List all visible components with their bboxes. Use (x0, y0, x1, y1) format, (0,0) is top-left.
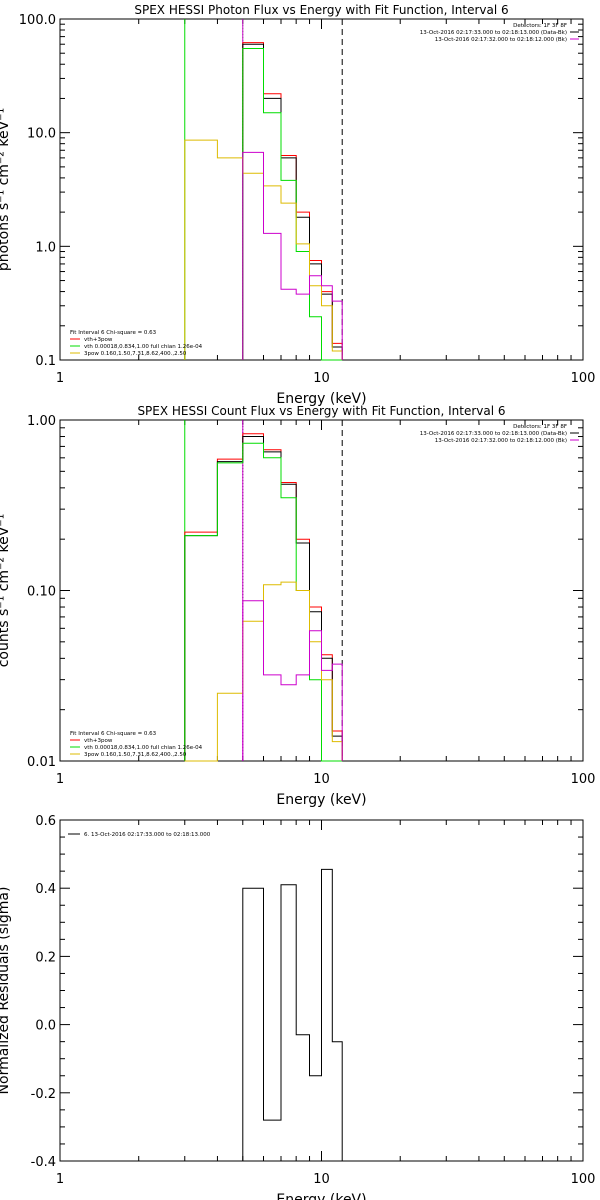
y-tick-label: 1.00 (27, 414, 56, 429)
legend-top-entry: 6. 13-Oct-2016 02:17:33.000 to 02:18:13.… (84, 832, 211, 838)
legend-right-entry: Detectors: 1F 3F 8F (513, 23, 567, 29)
x-tick-label: 100 (571, 371, 596, 386)
series-0-step-line (242, 42, 343, 360)
y-tick-label: -0.2 (31, 1087, 56, 1102)
x-axis-label: Energy (keV) (276, 391, 366, 407)
legend-left-entry: Fit Interval 6 Chi-square = 0.63 (70, 731, 157, 737)
y-tick-label: 0.2 (35, 950, 56, 965)
y-tick-label: 0.0 (35, 1019, 56, 1034)
y-tick-label: 100.0 (19, 13, 56, 28)
legend-right-entry: 13-Oct-2016 02:17:32.000 to 02:18:12.000… (435, 438, 567, 444)
series-4-step-line (242, 600, 343, 761)
x-tick-label: 1 (56, 371, 64, 386)
y-tick-label: -0.4 (31, 1155, 56, 1170)
y-axis-label: counts s⁻¹ cm⁻² keV⁻¹ (0, 514, 12, 668)
x-axis-label: Energy (keV) (276, 1192, 366, 1200)
x-tick-label: 10 (313, 1172, 330, 1187)
chart-title: SPEX HESSI Photon Flux vs Energy with Fi… (134, 3, 508, 17)
x-tick-label: 1 (56, 1172, 64, 1187)
legend-right-entry: 13-Oct-2016 02:17:33.000 to 02:18:13.000… (420, 431, 567, 437)
x-tick-label: 1 (56, 772, 64, 787)
y-tick-label: 0.6 (35, 814, 56, 829)
y-tick-label: 0.01 (27, 755, 56, 770)
series-4-step-line (242, 151, 343, 360)
series-1-step-line (242, 43, 343, 360)
y-axis-label: photons s⁻¹ cm⁻² keV⁻¹ (0, 108, 12, 271)
plot-frame (59, 18, 584, 361)
x-tick-label: 100 (571, 1172, 596, 1187)
legend-left-entry: Fit Interval 6 Chi-square = 0.63 (70, 330, 157, 336)
legend-left-entry: vth 0.00018,0.834,1.00 full chian 1.26e-… (84, 344, 203, 350)
legend-left-entry: vth 0.00018,0.834,1.00 full chian 1.26e-… (84, 745, 203, 751)
y-tick-label: 10.0 (27, 127, 56, 142)
legend-right-entry: 13-Oct-2016 02:17:32.000 to 02:18:12.000… (435, 37, 567, 43)
legend-right-entry: 13-Oct-2016 02:17:33.000 to 02:18:13.000… (420, 30, 567, 36)
x-tick-label: 10 (313, 772, 330, 787)
y-tick-label: 0.1 (35, 354, 56, 369)
legend-right-entry: Detectors: 1F 3F 8F (513, 424, 567, 430)
y-tick-label: 1.0 (35, 240, 56, 255)
y-tick-label: 0.10 (27, 585, 56, 600)
y-axis-label: Normalized Residuals (sigma) (0, 887, 12, 1095)
residuals-panel: Energy (keV) Normalized Residuals (sigma)… (0, 814, 595, 1200)
legend-left-entry: vth+3pow (84, 738, 113, 744)
series-0-step-line (184, 433, 343, 761)
legend-left-entry: 3pow 0.160,1.50,7.31,8.62,400.,2.50 (84, 752, 187, 758)
x-tick-label: 100 (571, 772, 596, 787)
y-tick-label: 0.4 (35, 882, 56, 897)
photon-flux-panel: SPEX HESSI Photon Flux vs Energy with Fi… (0, 3, 595, 407)
series-0-step-line (242, 868, 343, 1161)
series-3-step-line (184, 139, 343, 360)
legend-left-entry: vth+3pow (84, 337, 113, 343)
x-axis-label: Energy (keV) (276, 792, 366, 808)
series-2-step-line (242, 48, 343, 361)
series-1-step-line (184, 436, 343, 761)
chart-title: SPEX HESSI Count Flux vs Energy with Fit… (137, 404, 505, 418)
series-2-step-line (184, 442, 343, 762)
legend-left-entry: 3pow 0.160,1.50,7.31,8.62,400.,2.50 (84, 351, 187, 357)
x-tick-label: 10 (313, 371, 330, 386)
count-flux-panel: SPEX HESSI Count Flux vs Energy with Fit… (0, 404, 595, 808)
